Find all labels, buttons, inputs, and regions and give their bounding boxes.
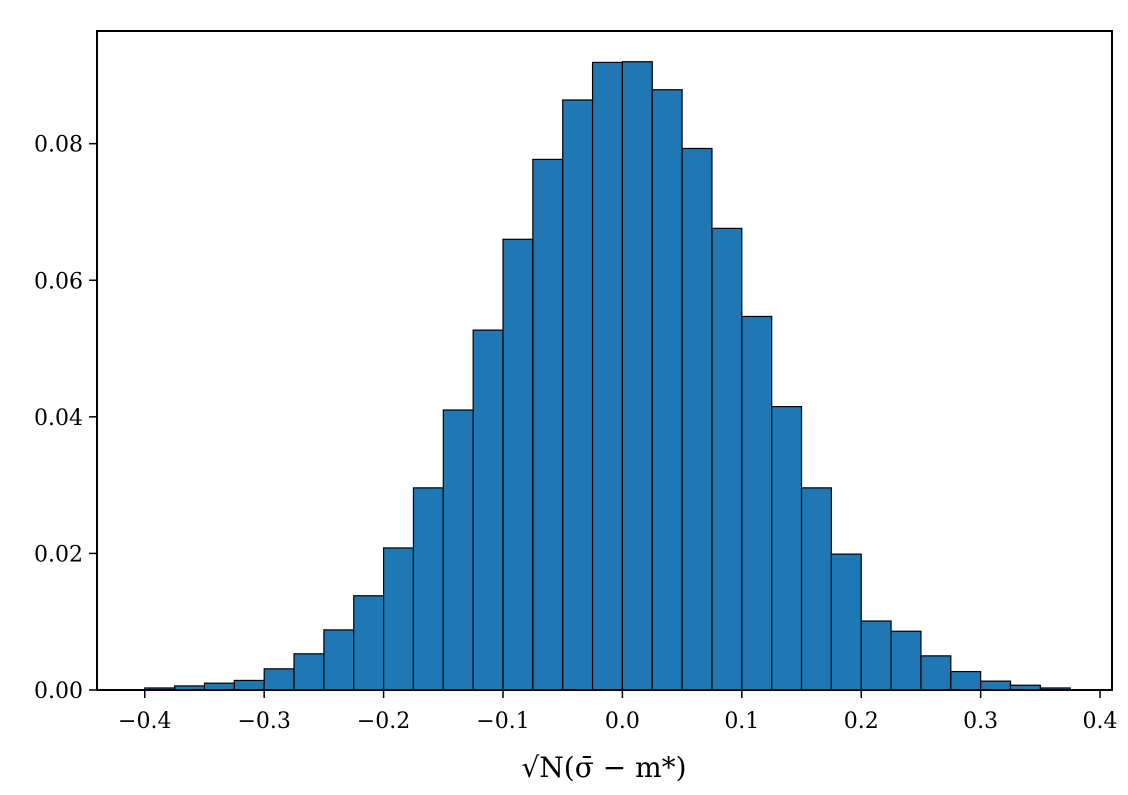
- plot-frame: [96, 30, 1113, 691]
- histogram-bar: [472, 329, 504, 691]
- x-tick-label: 0.1: [724, 709, 759, 734]
- histogram-bar: [412, 487, 444, 691]
- histogram-bar: [681, 147, 713, 691]
- histogram-bar: [203, 682, 235, 691]
- histogram-bar: [860, 620, 892, 691]
- x-tick-label: 0.2: [844, 709, 879, 734]
- y-tick-label: 0.06: [34, 269, 83, 294]
- x-axis-label: √N(σ̄ − m*): [521, 751, 686, 784]
- bars-layer: [144, 61, 1071, 691]
- y-axis-ticks: 0.00 0.02 0.04 0.06 0.08: [34, 133, 97, 704]
- y-tick-label: 0.08: [34, 133, 83, 158]
- y-tick-label: 0.00: [34, 679, 83, 704]
- histogram-bar: [920, 655, 952, 691]
- x-tick-label: 0.3: [963, 709, 998, 734]
- histogram-bar: [621, 61, 653, 691]
- histogram-bar: [532, 158, 564, 691]
- histogram-bar: [980, 680, 1012, 691]
- y-tick-label: 0.02: [34, 542, 83, 567]
- x-tick-label: 0.4: [1083, 709, 1118, 734]
- histogram-bar: [830, 553, 862, 691]
- histogram-bar: [233, 679, 265, 691]
- histogram-bar: [741, 315, 773, 691]
- histogram-bar: [442, 409, 474, 691]
- histogram-bar: [293, 653, 325, 691]
- histogram-bar: [591, 61, 624, 691]
- x-tick-label: −0.2: [357, 709, 410, 734]
- x-tick-label: −0.1: [476, 709, 529, 734]
- x-tick-label: −0.4: [118, 709, 171, 734]
- histogram-bar: [651, 89, 683, 691]
- x-tick-label: 0.0: [605, 709, 640, 734]
- histogram-bar: [950, 670, 982, 691]
- histogram-bar: [890, 630, 922, 691]
- histogram-bar: [502, 238, 534, 691]
- x-axis-ticks: −0.4 −0.3 −0.2 −0.1 0.0 0.1 0.2 0.3 0.4: [118, 690, 1118, 734]
- histogram-bar: [353, 595, 385, 691]
- histogram-bar: [771, 405, 803, 691]
- histogram-bar: [323, 629, 355, 691]
- histogram-bar: [800, 487, 832, 691]
- y-tick-label: 0.04: [34, 406, 83, 431]
- histogram-bar: [562, 99, 594, 691]
- histogram-bar: [382, 547, 415, 691]
- histogram-bar: [711, 227, 743, 691]
- x-tick-label: −0.3: [237, 709, 290, 734]
- histogram-bar: [263, 668, 295, 691]
